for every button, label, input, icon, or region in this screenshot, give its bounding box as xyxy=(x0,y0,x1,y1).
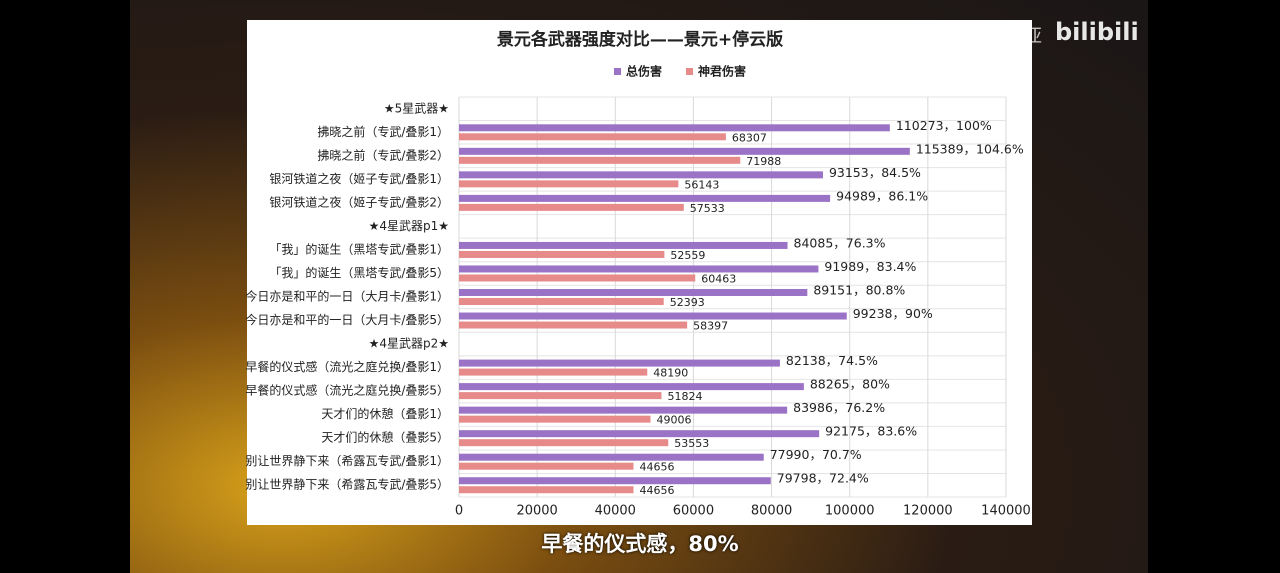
y-tick-label: ★5星武器★ xyxy=(384,101,449,115)
x-tick-label: 40000 xyxy=(595,504,636,519)
y-tick-label: 天才们的休憩（叠影1） xyxy=(321,406,449,421)
bar xyxy=(459,477,771,485)
y-tick-label: 别让世界静下来（希露瓦专武/叠影5） xyxy=(245,477,449,492)
y-tick-label: 银河铁道之夜（姬子专武/叠影1） xyxy=(269,171,449,186)
bar xyxy=(459,415,651,423)
data-label: 57533 xyxy=(690,202,725,215)
y-tick-label: 别让世界静下来（希露瓦专武/叠影1） xyxy=(245,453,449,468)
bar xyxy=(459,298,664,305)
data-label: 79798，72.4% xyxy=(777,471,869,486)
y-tick-label: 早餐的仪式感（流光之庭兑换/叠影1） xyxy=(245,359,449,374)
x-tick-label: 60000 xyxy=(673,504,714,519)
y-tick-label: 「我」的诞生（黑塔专武/叠影1） xyxy=(269,241,449,256)
data-label: 44656 xyxy=(639,461,674,474)
data-label: 58397 xyxy=(693,320,728,333)
y-tick-label: 拂晓之前（专武/叠影1） xyxy=(317,124,449,139)
data-label: 52393 xyxy=(670,296,705,309)
bar xyxy=(459,274,696,282)
bar xyxy=(459,368,648,376)
subtitle: 早餐的仪式感，80% xyxy=(541,532,739,556)
bar xyxy=(459,171,823,179)
data-label: 60463 xyxy=(701,272,736,285)
watermark: 卡特亚 xyxy=(988,26,1042,47)
bar xyxy=(459,430,820,438)
data-label: 82138，74.5% xyxy=(786,353,878,368)
data-label: 52559 xyxy=(670,249,705,262)
bar xyxy=(459,383,804,391)
data-label: 110273，100% xyxy=(896,118,992,133)
x-tick-label: 140000 xyxy=(981,504,1031,519)
data-label: 44656 xyxy=(639,484,674,497)
bar xyxy=(459,147,910,155)
bar xyxy=(459,124,890,132)
bar xyxy=(459,406,788,414)
legend-label: 总伤害 xyxy=(626,64,662,79)
data-label: 94989，86.1% xyxy=(836,188,928,203)
y-tick-label: ★4星武器p2★ xyxy=(369,337,449,351)
bar xyxy=(459,453,764,461)
bar xyxy=(459,486,634,494)
data-label: 53553 xyxy=(674,437,709,450)
x-tick-label: 100000 xyxy=(825,504,875,519)
y-tick-label: 拂晓之前（专武/叠影2） xyxy=(317,147,449,162)
bar xyxy=(459,133,726,141)
legend-swatch xyxy=(686,68,693,75)
data-label: 51824 xyxy=(667,390,702,403)
y-tick-label: 今日亦是和平的一日（大月卡/叠影5） xyxy=(245,312,449,327)
data-label: 56143 xyxy=(684,178,719,191)
data-label: 89151，80.8% xyxy=(813,283,905,298)
data-label: 49006 xyxy=(656,414,691,427)
bar xyxy=(459,439,669,447)
x-tick-label: 80000 xyxy=(751,504,792,519)
data-label: 115389，104.6% xyxy=(916,141,1024,156)
bar xyxy=(459,265,819,273)
data-label: 68307 xyxy=(732,131,767,144)
data-label: 92175，83.6% xyxy=(825,424,917,439)
bar xyxy=(459,241,788,249)
bar xyxy=(459,194,831,202)
data-label: 83986，76.2% xyxy=(793,400,885,415)
bar xyxy=(459,359,780,367)
y-tick-label: 今日亦是和平的一日（大月卡/叠影1） xyxy=(245,289,449,304)
y-tick-label: ★4星武器p1★ xyxy=(369,219,449,233)
data-label: 48190 xyxy=(653,367,688,380)
bar xyxy=(459,250,665,258)
bar xyxy=(459,156,741,164)
bar xyxy=(459,321,688,329)
data-label: 91989，83.4% xyxy=(824,259,916,274)
legend-swatch xyxy=(614,68,621,75)
data-label: 84085，76.3% xyxy=(794,235,886,250)
x-tick-label: 120000 xyxy=(903,504,953,519)
y-tick-label: 天才们的休憩（叠影5） xyxy=(321,430,449,445)
data-label: 99238，90% xyxy=(853,306,933,321)
data-label: 93153，84.5% xyxy=(829,165,921,180)
data-label: 77990，70.7% xyxy=(770,447,862,462)
x-tick-label: 20000 xyxy=(516,504,557,519)
legend-label: 神君伤害 xyxy=(698,64,746,79)
bar xyxy=(459,392,662,400)
data-label: 88265，80% xyxy=(810,377,890,392)
bar xyxy=(459,203,684,211)
y-tick-label: 早餐的仪式感（流光之庭兑换/叠影5） xyxy=(245,383,449,398)
x-tick-label: 0 xyxy=(455,504,463,519)
chart-title: 景元各武器强度对比——景元+停云版 xyxy=(497,29,783,50)
data-label: 71988 xyxy=(746,155,781,168)
bar xyxy=(459,462,634,470)
bar xyxy=(459,180,679,188)
bar xyxy=(459,312,847,320)
logo: bilibili xyxy=(1055,18,1139,46)
y-tick-label: 「我」的诞生（黑塔专武/叠影5） xyxy=(269,265,449,280)
y-tick-label: 银河铁道之夜（姬子专武/叠影2） xyxy=(269,194,449,209)
bar xyxy=(459,289,808,296)
